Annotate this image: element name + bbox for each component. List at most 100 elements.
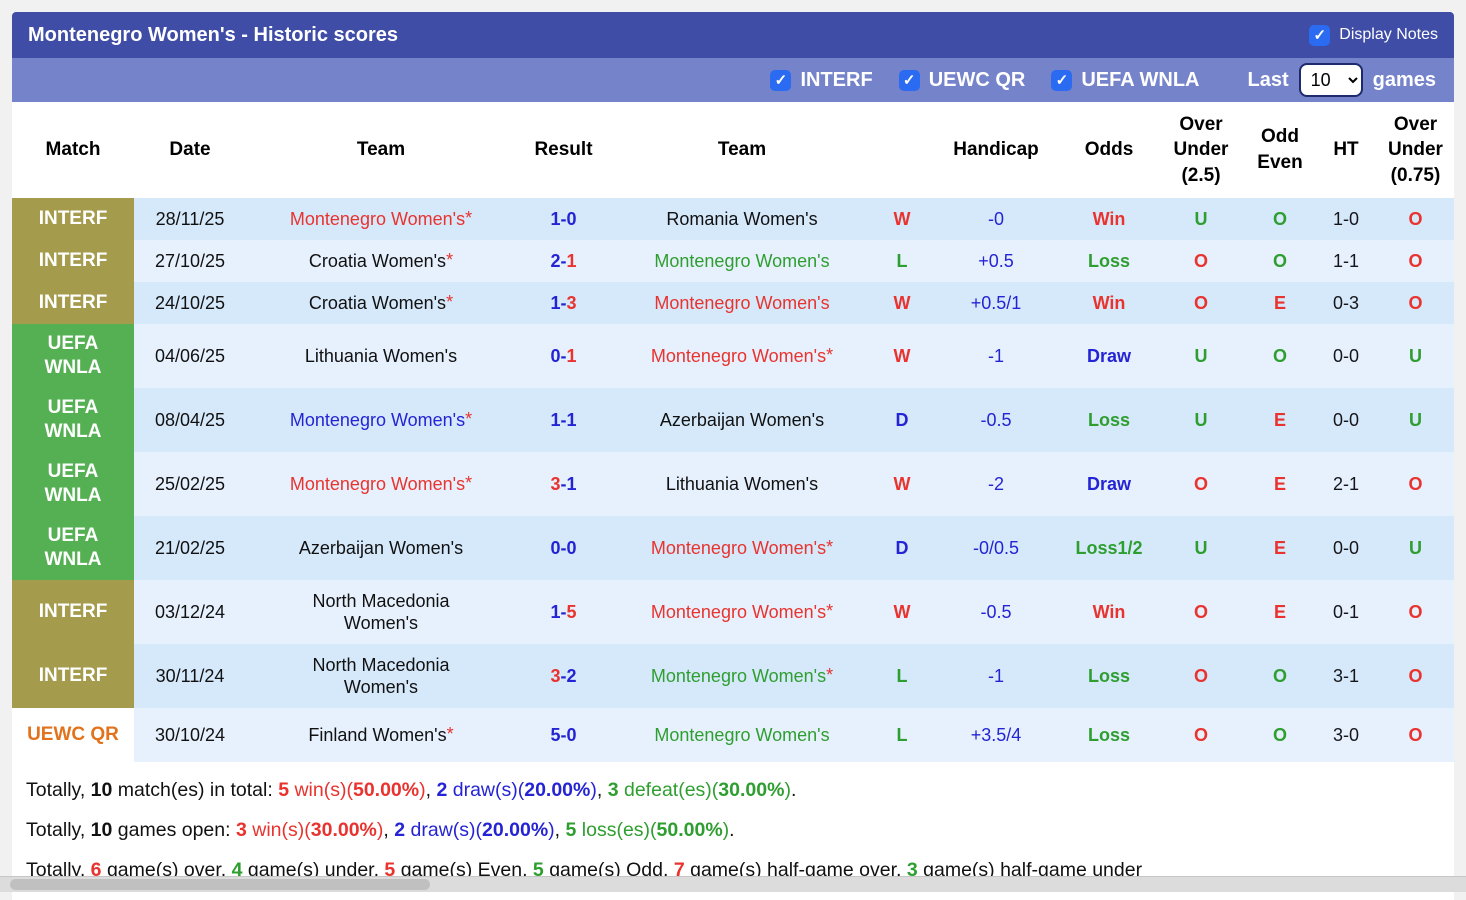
win-draw-loss: D [873,388,931,452]
team-name: Lithuania Women's [666,473,818,496]
summary-segment: 30.00% [311,819,377,841]
result-score: 1-1 [516,388,611,452]
handicap-result: Draw [1061,324,1157,388]
checkbox-checked-icon[interactable]: ✓ [1309,25,1330,46]
scrollbar-thumb[interactable] [10,879,430,890]
summary-segment: draw(s)( [405,819,482,841]
summary-segment: 3 [608,779,619,801]
handicap-result: Draw [1061,452,1157,516]
odd-even-result: E [1245,580,1315,644]
column-header-date: Date [134,102,246,198]
checkbox-checked-icon[interactable]: ✓ [899,70,920,91]
result-score: 5-0 [516,708,611,762]
match-date: 28/11/25 [134,198,246,240]
header-bar: Montenegro Women's - Historic scores ✓ D… [12,12,1454,58]
handicap-value: -0/0.5 [931,516,1061,580]
away-team: Lithuania Women's [611,452,873,516]
away-team: Montenegro Women's* [611,580,873,644]
summary-segment: , [555,819,566,841]
column-header-team-1: Team [246,102,516,198]
win-draw-loss: W [873,282,931,324]
competition-badge: UEFA WNLA [12,324,134,388]
away-score: 3 [567,293,577,313]
match-date: 30/10/24 [134,708,246,762]
over-under-25-result: U [1157,388,1245,452]
halftime-score: 1-0 [1315,198,1377,240]
handicap-value: -0.5 [931,388,1061,452]
home-team: Croatia Women's* [246,240,516,282]
summary-segment: . [791,779,796,801]
handicap-value: -2 [931,452,1061,516]
over-under-075-result: U [1377,324,1454,388]
filter-uefa-wnla[interactable]: ✓ UEFA WNLA [1051,69,1199,92]
handicap-result: Win [1061,198,1157,240]
competition-badge: UEFA WNLA [12,388,134,452]
summary-segment: 5 [566,819,577,841]
home-score: 3 [550,666,560,686]
checkbox-checked-icon[interactable]: ✓ [1051,70,1072,91]
handicap-result: Loss [1061,644,1157,708]
checkbox-checked-icon[interactable]: ✓ [770,70,791,91]
team-name: North Macedonia Women's [287,590,475,635]
summary-segment: draw(s)( [447,779,524,801]
home-team: North Macedonia Women's [246,580,516,644]
competition-badge: UEFA WNLA [12,516,134,580]
home-team: Azerbaijan Women's [246,516,516,580]
summary-segment: defeat(es)( [619,779,719,801]
filter-label: INTERF [800,69,872,92]
page-title: Montenegro Women's - Historic scores [28,24,398,47]
display-notes-toggle[interactable]: ✓ Display Notes [1309,25,1438,46]
result-score: 3-1 [516,452,611,516]
over-under-075-result: O [1377,708,1454,762]
over-under-075-result: O [1377,644,1454,708]
over-under-25-result: O [1157,708,1245,762]
match-date: 25/02/25 [134,452,246,516]
home-team: Finland Women's* [246,708,516,762]
over-under-25-result: O [1157,580,1245,644]
win-draw-loss: L [873,240,931,282]
horizontal-scrollbar[interactable] [0,876,1466,892]
competition-badge: UEWC QR [12,708,134,762]
filter-interf[interactable]: ✓ INTERF [770,69,872,92]
odd-even-result: O [1245,644,1315,708]
odd-even-result: E [1245,388,1315,452]
win-draw-loss: D [873,516,931,580]
odd-even-result: E [1245,452,1315,516]
column-header-match: Match [12,102,134,198]
away-score: 1 [567,474,577,494]
column-header-result: Result [516,102,611,198]
team-name: Montenegro Women's [290,208,465,231]
column-header-odd-even: Odd Even [1245,102,1315,198]
away-score: 5 [567,602,577,622]
table-row: INTERF 03/12/24 North Macedonia Women's … [12,580,1454,644]
win-draw-loss: L [873,708,931,762]
match-date: 04/06/25 [134,324,246,388]
home-score: 5 [550,725,560,745]
result-score: 1-5 [516,580,611,644]
home-score: 0 [550,346,560,366]
summary-segment: 5 [278,779,289,801]
team-name: Lithuania Women's [305,345,457,368]
handicap-value: -1 [931,324,1061,388]
table-row: INTERF 24/10/25 Croatia Women's* 1-3 Mon… [12,282,1454,324]
summary-segment: 20.00% [524,779,590,801]
handicap-result: Loss [1061,708,1157,762]
home-team: North Macedonia Women's [246,644,516,708]
home-score: 0 [550,538,560,558]
summary-segment: win(s)( [289,779,353,801]
odd-even-result: E [1245,516,1315,580]
summary-segment: match(es) in total: [112,779,278,801]
games-count-select[interactable]: 10 [1299,63,1363,97]
table-row: UEFA WNLA 04/06/25 Lithuania Women's 0 -1… [12,324,1454,388]
home-score: 1 [550,293,560,313]
asterisk-marker: * [447,724,454,744]
handicap-value: -0.5 [931,580,1061,644]
team-name: Croatia Women's [309,250,446,273]
handicap-result: Win [1061,580,1157,644]
handicap-value: -0 [931,198,1061,240]
scores-table: Match Date Team Result Team Handicap Odd… [12,102,1454,762]
odd-even-result: O [1245,240,1315,282]
result-score: 3-2 [516,644,611,708]
asterisk-marker: * [446,250,453,270]
filter-uewc-qr[interactable]: ✓ UEWC QR [899,69,1026,92]
